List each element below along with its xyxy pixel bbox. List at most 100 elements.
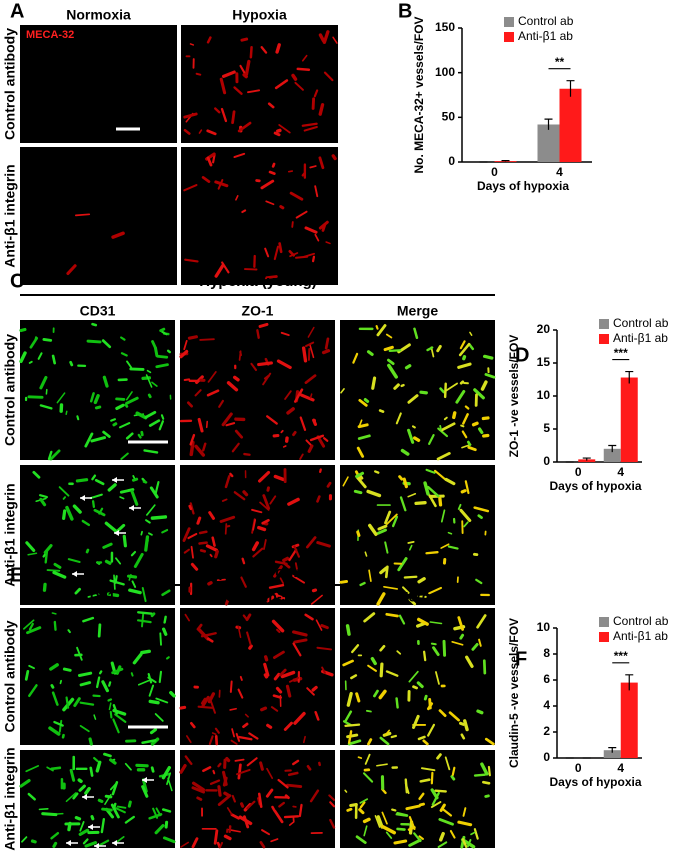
vessel	[102, 542, 113, 549]
vessel	[291, 221, 294, 228]
arrow-head	[66, 840, 71, 846]
vessel	[154, 481, 160, 495]
vessel	[278, 124, 291, 134]
vessel	[199, 549, 207, 553]
vessel	[206, 389, 220, 397]
vessel	[198, 541, 208, 545]
vessel	[161, 528, 169, 534]
vessel	[358, 398, 368, 407]
vessel	[478, 638, 482, 647]
x-tick-label: 0	[491, 165, 498, 179]
vessel	[122, 534, 127, 548]
vessel	[283, 721, 293, 731]
vessel	[130, 550, 137, 557]
vessel	[206, 129, 217, 136]
vessel	[246, 631, 252, 646]
vessel	[32, 470, 41, 479]
vessel	[34, 336, 37, 341]
vessel	[407, 428, 415, 444]
x-axis-title: Days of hypoxia	[477, 179, 569, 193]
vessel	[284, 390, 292, 400]
vessel	[94, 405, 102, 410]
vessel	[120, 352, 128, 357]
vessel	[51, 354, 56, 365]
vessel	[484, 737, 495, 746]
vessel	[216, 578, 226, 582]
vessel	[51, 691, 59, 706]
vessel	[267, 102, 275, 109]
vessel	[376, 324, 387, 337]
vessel	[140, 530, 143, 536]
vessel	[214, 549, 219, 559]
vessel	[346, 733, 359, 739]
vessel	[19, 327, 27, 333]
vessel	[356, 476, 367, 489]
vessel	[301, 346, 308, 363]
vessel	[219, 77, 227, 95]
vessel	[158, 420, 165, 431]
vessel	[324, 337, 330, 350]
vessel	[120, 336, 126, 341]
legend-label: Anti-β1 ab	[613, 331, 668, 345]
vessel	[339, 579, 349, 584]
vessel	[114, 713, 127, 723]
vessel	[87, 593, 100, 598]
vessel	[428, 698, 432, 710]
vessel	[355, 471, 365, 479]
vessel	[419, 778, 431, 783]
vessel	[396, 650, 402, 655]
vessel	[293, 711, 306, 725]
vessel	[315, 619, 323, 631]
vessel	[58, 486, 70, 497]
vessel	[379, 566, 388, 575]
vessel	[41, 812, 58, 817]
vessel	[200, 632, 217, 638]
y-tick-label: 0	[543, 454, 550, 468]
vessel	[275, 43, 281, 54]
x-axis-title: Days of hypoxia	[549, 775, 641, 789]
x-tick-label: 4	[617, 761, 624, 775]
vessel	[316, 495, 321, 503]
vessel	[184, 613, 191, 622]
vessel	[194, 389, 202, 397]
vessel	[233, 152, 246, 159]
vessel	[286, 407, 295, 415]
error-bar	[625, 370, 634, 384]
vessel	[217, 762, 222, 768]
vessel	[211, 732, 217, 736]
vessel	[106, 592, 120, 598]
vessel	[276, 628, 281, 634]
vessel	[282, 556, 290, 563]
vessel	[184, 258, 199, 263]
vessel	[428, 586, 443, 595]
vessel	[84, 786, 91, 795]
vessel	[301, 54, 308, 62]
vessel	[101, 339, 112, 349]
x-axis-title: Days of hypoxia	[549, 479, 641, 493]
vessel	[145, 374, 153, 388]
vessel	[209, 553, 213, 558]
vessel	[383, 585, 398, 590]
vessel	[217, 179, 224, 190]
vessel	[391, 515, 399, 528]
vessel	[417, 735, 426, 741]
vessel	[161, 808, 172, 813]
vessel	[439, 424, 442, 431]
vessel	[299, 453, 304, 460]
vessel	[155, 363, 169, 369]
vessel	[292, 642, 302, 657]
vessel	[130, 672, 134, 677]
vessel	[437, 427, 449, 438]
vessel	[257, 361, 273, 367]
vessel	[47, 450, 53, 461]
vessel	[331, 154, 337, 161]
vessel	[179, 705, 187, 710]
vessel	[436, 344, 442, 353]
vessel	[205, 544, 218, 552]
vessel	[362, 772, 374, 783]
vessel	[302, 735, 306, 744]
vessel	[398, 614, 406, 625]
legend-label: Control ab	[613, 316, 669, 330]
vessel	[393, 839, 408, 845]
legend-label: Control ab	[613, 614, 669, 628]
